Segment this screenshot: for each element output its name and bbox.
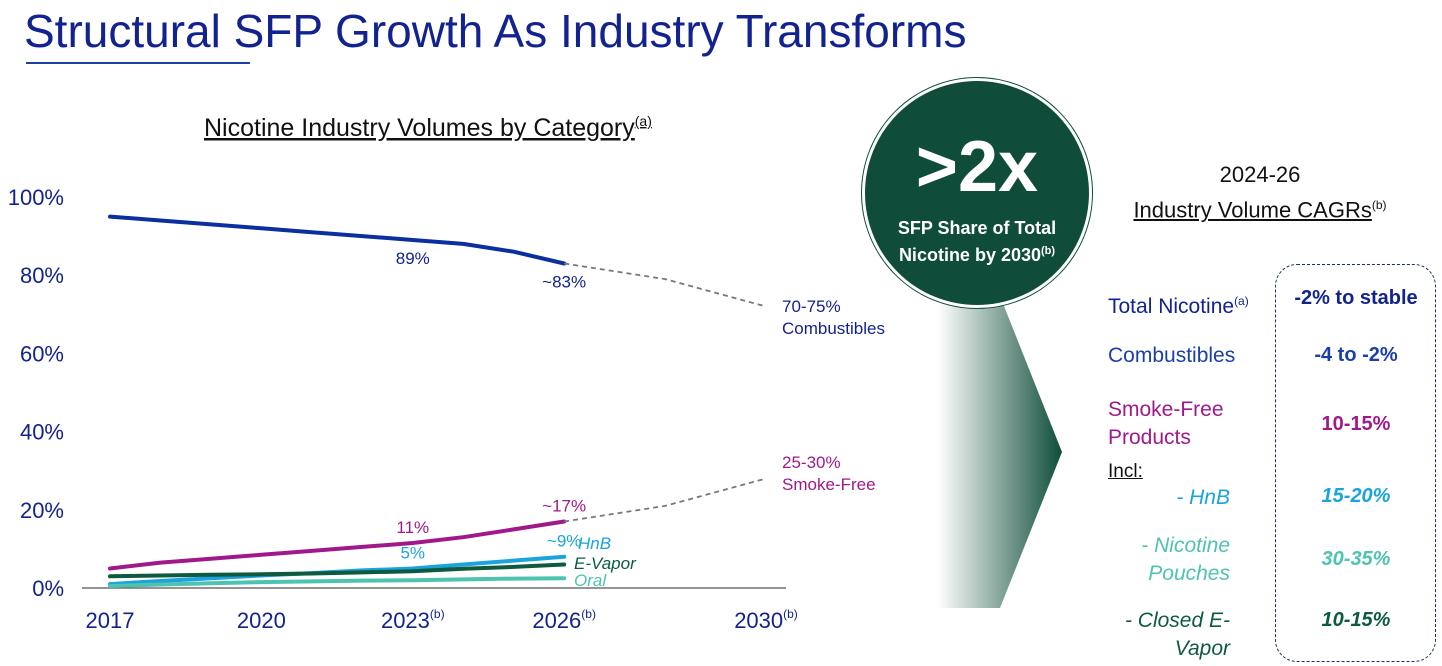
end-label: Smoke-Free [782, 475, 876, 494]
series-label-hnb: HnB [578, 534, 611, 553]
projection-line-combustibles [564, 262, 767, 308]
cagr-label-closed-e-vapor: - Closed E-Vapor [1124, 609, 1230, 660]
data-label: 5% [400, 543, 425, 562]
series-label-oral: Oral [574, 571, 607, 590]
y-tick-label: 0% [32, 576, 64, 601]
badge-subtitle-sup: (b) [1041, 245, 1056, 257]
y-tick-label: 40% [20, 420, 64, 445]
end-label: 25-30% [782, 453, 841, 472]
arrow-chevron [938, 296, 1062, 608]
projection-line-smoke-free [564, 477, 767, 523]
cagr-value-combustibles: -4 to -2% [1314, 344, 1398, 366]
data-label: ~9% [547, 532, 582, 551]
chart-title: Nicotine Industry Volumes by Category(a) [204, 113, 652, 142]
cagr-period: 2024-26 [1219, 162, 1301, 187]
chart-series [108, 214, 767, 588]
y-tick-label: 80% [20, 263, 64, 288]
cagr-label-text: Total Nicotine [1108, 295, 1235, 318]
chart-title-text: Nicotine Industry Volumes by Category [204, 114, 635, 142]
series-label-e-vapor: E-Vapor [574, 554, 637, 573]
series-line-oral [108, 576, 567, 588]
cagr-label-total-nicotine: Total Nicotine(a) [1108, 287, 1249, 321]
cagr-heading-text: Industry Volume CAGRs [1133, 197, 1372, 223]
cagr-value-total-nicotine: -2% to stable [1294, 287, 1418, 309]
cagr-incl-label: Incl: [1108, 461, 1143, 482]
series-line-smoke-free [108, 519, 567, 571]
chart-labels: 89% ~83% 11% ~17% 5% ~9% 70-75% Combustibles 25-… [396, 249, 885, 590]
slide-title: Structural SFP Growth As Industry Transf… [24, 5, 967, 57]
data-label: 11% [396, 518, 429, 537]
y-tick-label: 20% [20, 498, 64, 523]
industry-volume-chart: Nicotine Industry Volumes by Category(a)… [8, 113, 885, 633]
cagr-heading-sup: (b) [1371, 198, 1387, 212]
series-line-e-vapor [108, 562, 567, 579]
cagr-label-combustibles: Combustibles [1108, 344, 1236, 367]
cagr-value-closed-e-vapor: 10-15% [1321, 609, 1391, 631]
cagr-values-box [1275, 264, 1436, 662]
cagr-label-hnb: - HnB [1176, 486, 1230, 509]
cagr-label-nicotine-pouches: - Nicotine Pouches [1141, 534, 1230, 585]
data-label: 89% [396, 249, 430, 268]
chart-axes: 0% 20% 40% 60% 80% 100% 2017 2020 2023(b) 2026(b)… [8, 185, 798, 633]
cagr-label-smoke-free: Smoke-Free Products [1108, 398, 1224, 449]
series-line-combustibles [108, 214, 567, 266]
y-tick-label: 60% [20, 341, 64, 366]
title-underline [26, 62, 250, 64]
cagr-heading: 2024-26 Industry Volume CAGRs(b) [1100, 160, 1420, 225]
cagr-value-smoke-free: 10-15% [1321, 413, 1391, 435]
y-tick-label: 100% [8, 185, 64, 210]
end-label: Combustibles [782, 319, 885, 338]
x-tick-label: 2017 [86, 608, 135, 633]
x-tick-label: 2023(b) [381, 607, 445, 633]
cagr-value-nicotine-pouches: 30-35% [1321, 548, 1391, 570]
x-tick-label: 2030(b) [734, 607, 798, 633]
badge-headline: >2x [915, 127, 1039, 207]
end-label: 70-75% [782, 297, 841, 316]
sfp-share-badge: >2x SFP Share of Total Nicotine by 2030(… [862, 78, 1092, 308]
badge-subtitle: SFP Share of Total Nicotine by 2030(b) [875, 217, 1079, 267]
data-label: ~17% [542, 497, 586, 516]
badge-subtitle-text: SFP Share of Total Nicotine by 2030 [897, 218, 1057, 265]
x-tick-label: 2026(b) [532, 607, 596, 633]
cagr-label-sup: (a) [1234, 294, 1249, 308]
chart-title-sup: (a) [635, 113, 652, 129]
data-label: ~83% [542, 272, 586, 291]
cagr-value-hnb: 15-20% [1321, 485, 1391, 507]
x-tick-label: 2020 [237, 608, 286, 633]
